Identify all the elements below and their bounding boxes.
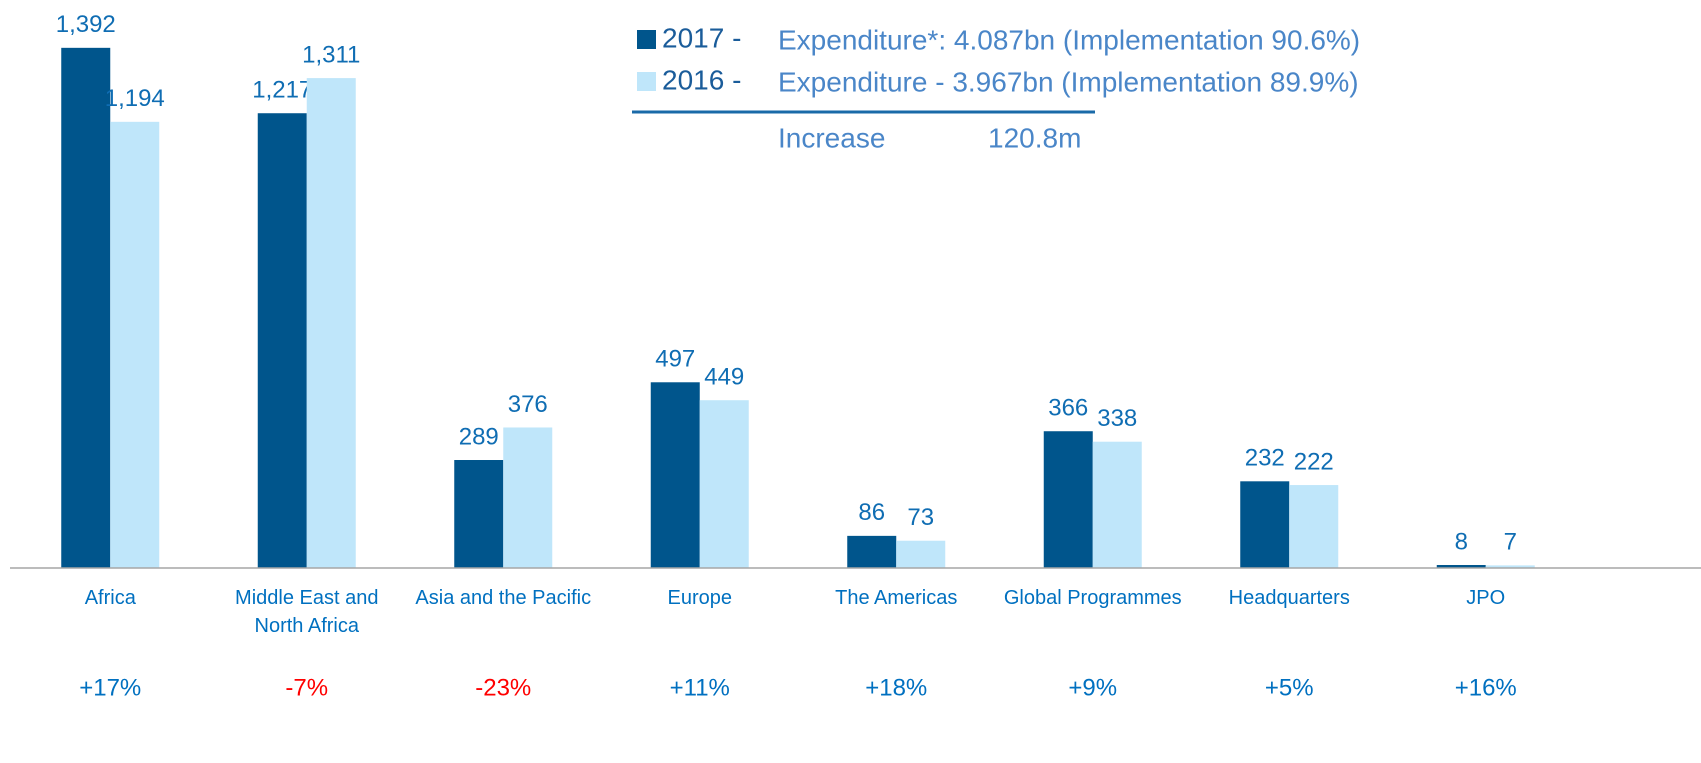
legend-swatch — [637, 30, 656, 49]
value-label: 366 — [1048, 395, 1088, 422]
legend-note: Expenditure - 3.967bn (Implementation 89… — [778, 66, 1359, 97]
bar — [699, 400, 749, 568]
value-label: 222 — [1294, 448, 1334, 475]
bar — [1436, 565, 1486, 568]
value-label: 73 — [907, 504, 934, 531]
value-label: 338 — [1097, 405, 1137, 432]
legend-label: 2016 - — [662, 64, 741, 95]
bar — [896, 540, 946, 568]
x-tick-label: JPO — [1466, 587, 1506, 609]
value-label: 1,194 — [105, 85, 165, 112]
value-label: 497 — [655, 346, 695, 373]
value-label: 86 — [858, 499, 885, 526]
bar — [454, 460, 504, 568]
legend-swatch — [637, 72, 656, 91]
x-tick-label: Asia and the Pacific — [415, 587, 592, 609]
change-label: +16% — [1455, 674, 1517, 701]
bar — [503, 427, 553, 568]
bar — [1092, 441, 1142, 568]
change-label: -7% — [285, 674, 328, 701]
x-tick-label: Headquarters — [1228, 587, 1350, 609]
legend-note: Expenditure*: 4.087bn (Implementation 90… — [778, 24, 1360, 55]
bar — [61, 47, 111, 568]
x-tick-label: Global Programmes — [1003, 587, 1182, 609]
legend-label: 2017 - — [662, 22, 741, 53]
value-label: 376 — [508, 391, 548, 418]
x-tick-label: Africa — [84, 587, 136, 609]
bar — [1043, 431, 1093, 568]
value-label: 289 — [459, 423, 499, 450]
change-label: +9% — [1068, 674, 1117, 701]
increase-value: 120.8m — [988, 122, 1081, 153]
bar — [257, 113, 307, 568]
bar — [1240, 481, 1290, 568]
bar — [847, 535, 897, 568]
bar — [110, 121, 160, 569]
bar — [1289, 485, 1339, 568]
change-label: +11% — [670, 674, 730, 701]
value-label: 8 — [1455, 528, 1468, 555]
x-tick-label: The Americas — [835, 587, 958, 609]
increase-label: Increase — [778, 122, 885, 153]
value-label: 1,311 — [302, 41, 360, 68]
value-label: 232 — [1245, 445, 1285, 472]
value-label: 1,217 — [252, 77, 312, 104]
value-label: 7 — [1504, 529, 1517, 556]
x-tick-label: Middle East and North Africa — [235, 587, 379, 637]
change-label: -23% — [475, 674, 531, 701]
value-label: 1,392 — [56, 11, 116, 38]
change-label: +5% — [1265, 674, 1314, 701]
bar — [1485, 565, 1535, 568]
bar — [306, 78, 356, 568]
change-label: +18% — [865, 674, 927, 701]
change-label: +17% — [79, 674, 141, 701]
value-label: 449 — [704, 364, 744, 391]
x-tick-label: Europe — [667, 587, 733, 609]
bar — [650, 382, 700, 568]
